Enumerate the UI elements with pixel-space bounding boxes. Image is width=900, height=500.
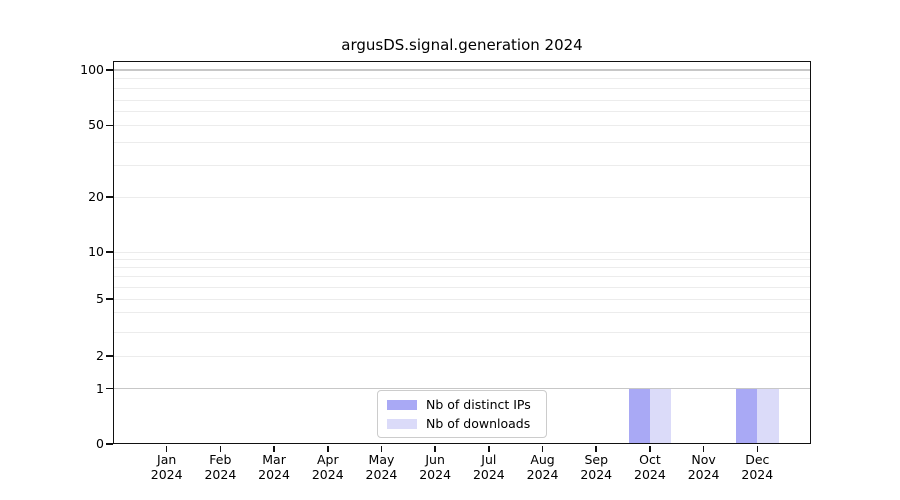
x-axis-tick — [488, 445, 490, 452]
y-axis-tick — [105, 196, 113, 198]
x-tick-year-label: 2024 — [365, 467, 398, 482]
y-axis-tick — [105, 443, 113, 445]
y-tick-label: 20 — [88, 189, 104, 204]
plot-area-frame — [113, 61, 811, 444]
y-axis-tick — [105, 387, 113, 390]
legend-label-downloads: Nb of downloads — [426, 415, 531, 431]
minor-gridline — [113, 331, 811, 333]
x-axis-tick — [541, 445, 544, 452]
y-axis-tick — [105, 355, 113, 357]
x-tick-year-label: 2024 — [634, 467, 666, 482]
y-axis-tick — [105, 251, 113, 253]
x-axis-tick — [702, 445, 705, 452]
x-tick-year-label: 2024 — [419, 467, 452, 482]
legend-entry-distinct-ips: Nb of distinct IPs — [387, 397, 537, 413]
x-tick-year-label: 2024 — [741, 467, 774, 482]
x-tick-label: Oct 2024 — [618, 452, 682, 482]
x-axis-tick — [273, 445, 275, 452]
x-tick-year-label: 2024 — [580, 467, 613, 482]
legend-swatch-distinct-ips — [387, 399, 417, 410]
y-tick-label: 5 — [96, 291, 104, 306]
y-tick-label: 100 — [80, 62, 104, 77]
x-axis-tick — [649, 445, 651, 452]
minor-gridline — [113, 99, 811, 101]
minor-gridline — [113, 266, 811, 268]
x-axis-tick — [434, 445, 436, 452]
minor-gridline — [113, 164, 811, 166]
x-tick-year-label: 2024 — [311, 467, 344, 482]
x-tick-year-label: 2024 — [204, 467, 237, 482]
x-axis-tick — [165, 445, 168, 452]
x-axis-tick — [219, 445, 222, 452]
x-tick-label: Sep 2024 — [564, 452, 628, 482]
bar-downloads-oct — [649, 388, 672, 444]
x-tick-label: Apr 2024 — [296, 452, 360, 482]
x-tick-label: Jan 2024 — [135, 452, 199, 482]
legend: Nb of distinct IPs Nb of downloads — [377, 390, 547, 438]
y-tick-label: 0 — [96, 436, 104, 451]
major-gridline — [113, 355, 811, 357]
y-axis-tick — [105, 298, 113, 300]
major-gridline — [113, 196, 811, 198]
minor-gridline — [113, 286, 811, 288]
major-gridline-dark — [113, 387, 811, 390]
x-tick-label: Nov 2024 — [672, 452, 736, 482]
bar-distinct-ips-dec — [735, 388, 758, 444]
x-tick-year-label: 2024 — [687, 467, 720, 482]
chart-title: argusDS.signal.generation 2024 — [341, 36, 583, 54]
x-tick-label: Jun 2024 — [403, 452, 467, 482]
y-axis-tick — [105, 124, 113, 127]
legend-swatch-downloads — [387, 418, 417, 429]
y-tick-label: 2 — [96, 348, 104, 363]
x-axis-tick — [327, 445, 329, 452]
bar-downloads-dec — [757, 388, 779, 444]
minor-gridline — [113, 142, 811, 144]
y-tick-label: 10 — [88, 244, 104, 259]
x-tick-year-label: 2024 — [258, 467, 290, 482]
x-tick-year-label: 2024 — [526, 467, 559, 482]
minor-gridline — [113, 311, 811, 313]
x-tick-year-label: 2024 — [150, 467, 183, 482]
major-gridline — [113, 251, 811, 253]
x-tick-label: Jul 2024 — [457, 452, 521, 482]
legend-entry-downloads: Nb of downloads — [387, 416, 537, 432]
major-gridline-dark — [113, 69, 811, 71]
x-tick-label: May 2024 — [349, 452, 413, 482]
y-tick-label: 50 — [88, 117, 104, 133]
x-axis-tick — [380, 445, 383, 452]
x-axis-tick — [595, 445, 597, 452]
x-tick-year-label: 2024 — [472, 467, 505, 482]
minor-gridline — [113, 258, 811, 260]
bar-distinct-ips-oct — [628, 388, 650, 444]
x-tick-label: Feb 2024 — [188, 452, 252, 482]
x-axis-tick — [756, 445, 759, 452]
x-tick-label: Mar 2024 — [242, 452, 306, 482]
x-tick-label: Dec 2024 — [725, 452, 789, 482]
minor-gridline — [113, 276, 811, 277]
y-axis-tick — [105, 69, 113, 71]
minor-gridline — [113, 78, 811, 80]
legend-label-distinct-ips: Nb of distinct IPs — [426, 396, 531, 412]
major-gridline — [113, 124, 811, 126]
major-gridline — [113, 298, 811, 300]
minor-gridline — [113, 88, 811, 89]
x-tick-label: Aug 2024 — [511, 452, 575, 482]
y-tick-label: 1 — [96, 380, 104, 396]
minor-gridline — [113, 110, 811, 112]
